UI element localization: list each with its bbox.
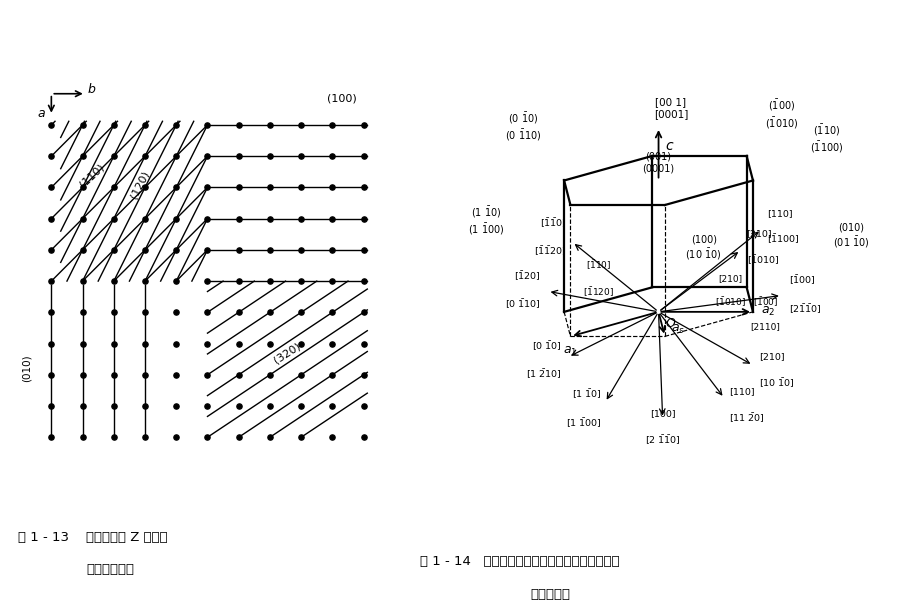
Point [356, 152, 371, 161]
Point [262, 183, 277, 192]
Point [356, 120, 371, 130]
Text: [0 $\bar{1}$10]: [0 $\bar{1}$10] [505, 298, 540, 311]
Point [200, 370, 215, 379]
Point [356, 214, 371, 224]
Point [231, 152, 246, 161]
Point [107, 370, 122, 379]
Point [75, 214, 90, 224]
Point [262, 401, 277, 411]
Point [75, 120, 90, 130]
Point [44, 433, 58, 442]
Point [325, 276, 340, 286]
Point [169, 370, 184, 379]
Text: [$\bar{1}\bar{1}$20]: [$\bar{1}\bar{1}$20] [534, 245, 567, 258]
Point [325, 370, 340, 379]
Point [294, 183, 309, 192]
Point [356, 338, 371, 348]
Text: [11 $\bar{2}$0]: [11 $\bar{2}$0] [728, 411, 764, 425]
Point [169, 433, 184, 442]
Text: [$\bar{1}$010]: [$\bar{1}$010] [747, 253, 780, 267]
Text: [110]: [110] [767, 209, 792, 218]
Text: [1 $\bar{1}$0]: [1 $\bar{1}$0] [571, 387, 601, 401]
Text: [100]: [100] [650, 409, 675, 419]
Point [75, 307, 90, 317]
Point [44, 401, 58, 411]
Point [231, 120, 246, 130]
Point [325, 120, 340, 130]
Point [231, 183, 246, 192]
Point [294, 433, 309, 442]
Point [138, 401, 153, 411]
Text: (320): (320) [271, 341, 303, 366]
Point [44, 370, 58, 379]
Point [325, 401, 340, 411]
Text: ($\bar{1}$10)
($\bar{1}$100): ($\bar{1}$10) ($\bar{1}$100) [810, 123, 844, 155]
Point [294, 338, 309, 348]
Point [169, 120, 184, 130]
Text: [10 $\bar{1}$0]: [10 $\bar{1}$0] [760, 376, 795, 390]
Text: [0 $\bar{1}$0]: [0 $\bar{1}$0] [532, 339, 561, 353]
Point [138, 245, 153, 255]
Point [325, 245, 340, 255]
Text: 和晶向指数: 和晶向指数 [530, 588, 570, 601]
Point [169, 245, 184, 255]
Point [200, 245, 215, 255]
Point [294, 307, 309, 317]
Text: (100)
(10 $\bar{1}$0): (100) (10 $\bar{1}$0) [686, 235, 722, 262]
Point [138, 152, 153, 161]
Text: [$\bar{1}$010]: [$\bar{1}$010] [715, 296, 746, 309]
Point [107, 183, 122, 192]
Point [262, 245, 277, 255]
Point [44, 120, 58, 130]
Point [107, 245, 122, 255]
Point [138, 120, 153, 130]
Text: (120): (120) [129, 169, 151, 200]
Point [138, 276, 153, 286]
Point [107, 338, 122, 348]
Point [169, 307, 184, 317]
Point [200, 214, 215, 224]
Point [356, 307, 371, 317]
Point [200, 433, 215, 442]
Point [200, 307, 215, 317]
Point [75, 245, 90, 255]
Point [262, 338, 277, 348]
Point [169, 183, 184, 192]
Text: 图 1 - 13    若干平行于 Z 轴的晶: 图 1 - 13 若干平行于 Z 轴的晶 [18, 531, 168, 544]
Point [262, 120, 277, 130]
Point [294, 152, 309, 161]
Point [138, 338, 153, 348]
Point [325, 433, 340, 442]
Point [44, 276, 58, 286]
Point [294, 276, 309, 286]
Text: 图 1 - 14   六方晶系中三轴、四轴定向的晶面指数: 图 1 - 14 六方晶系中三轴、四轴定向的晶面指数 [420, 555, 620, 568]
Text: [$\bar{1}$20]: [$\bar{1}$20] [514, 269, 540, 283]
Text: ($\bar{1}$00)
($\bar{1}$010): ($\bar{1}$00) ($\bar{1}$010) [765, 98, 799, 131]
Point [75, 276, 90, 286]
Text: [$\bar{1}\bar{1}$0]: [$\bar{1}\bar{1}$0] [540, 216, 567, 230]
Point [356, 183, 371, 192]
Point [107, 307, 122, 317]
Text: (1 $\bar{1}$0)
(1 $\bar{1}$00): (1 $\bar{1}$0) (1 $\bar{1}$00) [468, 205, 505, 237]
Point [44, 214, 58, 224]
Point [294, 401, 309, 411]
Text: [$\bar{1}$00]: [$\bar{1}$00] [789, 273, 816, 287]
Point [169, 152, 184, 161]
Text: [$\bar{1}$100]: [$\bar{1}$100] [767, 233, 800, 246]
Point [169, 338, 184, 348]
Point [231, 276, 246, 286]
Point [75, 183, 90, 192]
Text: [2110]: [2110] [750, 323, 781, 332]
Point [169, 214, 184, 224]
Text: $b$: $b$ [87, 82, 97, 96]
Text: $a_s$: $a_s$ [671, 323, 686, 337]
Point [356, 433, 371, 442]
Point [44, 338, 58, 348]
Point [44, 245, 58, 255]
Point [294, 214, 309, 224]
Text: [210]: [210] [747, 230, 772, 238]
Text: [2$\bar{1}\bar{1}$0]: [2$\bar{1}\bar{1}$0] [789, 302, 822, 315]
Point [138, 433, 153, 442]
Point [231, 214, 246, 224]
Point [169, 276, 184, 286]
